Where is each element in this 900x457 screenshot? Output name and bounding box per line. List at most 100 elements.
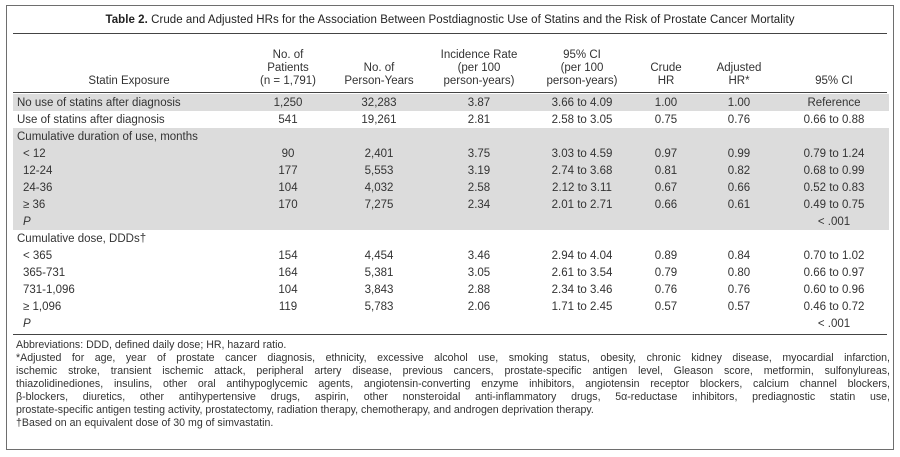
table-cell <box>633 213 699 230</box>
table-caption: Crude and Adjusted HRs for the Associati… <box>151 14 795 26</box>
table-row: ≥ 36 170 7,275 2.34 2.01 to 2.71 0.66 0.61 0.49… <box>13 196 889 213</box>
table-cell: 0.57 <box>727 300 751 313</box>
table-cell: 0.66 to 0.97 <box>803 266 865 279</box>
table-cell: 3.87 <box>427 94 531 111</box>
column-header-6: Adjusted HR* <box>716 62 762 87</box>
table-row: 365-731 164 5,381 3.05 2.61 to 3.54 0.79 0.80 0… <box>13 264 889 281</box>
table-cell: 177 <box>245 162 331 179</box>
row-label: P <box>23 317 31 330</box>
table-cell: Reference <box>779 94 889 111</box>
table-cell: 0.67 <box>633 179 699 196</box>
column-header-7: 95% CI <box>815 75 853 87</box>
table-cell <box>427 128 531 145</box>
table-cell: 1.71 to 2.45 <box>551 300 613 313</box>
table-cell: 0.57 <box>654 300 678 313</box>
table-cell: 4,454 <box>364 249 394 262</box>
table-row: 731-1,096 104 3,843 2.88 2.34 to 3.46 0.76 0.7… <box>13 281 889 298</box>
table-row: < 12 90 2,401 3.75 3.03 to 4.59 0.97 0.99 0.79 … <box>13 145 889 162</box>
table-cell: 3.66 to 4.09 <box>531 94 633 111</box>
table-cell: 2.94 to 4.04 <box>551 249 613 262</box>
table-cell: 4,032 <box>331 179 427 196</box>
column-header-5: Crude HR <box>650 62 682 87</box>
row-label: ≥ 36 <box>13 196 245 213</box>
data-table: No use of statins after diagnosis 1,250 32… <box>13 94 889 332</box>
table-row: ≥ 1,096 119 5,783 2.06 1.71 to 2.45 0.57 0.57 0… <box>13 298 889 315</box>
row-label: Cumulative duration of use, months <box>13 128 245 145</box>
table-cell: 2.34 <box>427 196 531 213</box>
table-cell <box>699 315 779 332</box>
table-cell: 2.34 to 3.46 <box>551 283 613 296</box>
table-cell: 154 <box>278 249 298 262</box>
adjusted-note-line: thiazolidinediones, insulins, other oral… <box>16 378 890 390</box>
table-cell: 0.84 <box>727 249 751 262</box>
table-row: < 365 154 4,454 3.46 2.94 to 4.04 0.89 0.84 0.7… <box>13 247 889 264</box>
row-label: 24-36 <box>13 179 245 196</box>
table-cell: 2.88 <box>467 283 491 296</box>
table-cell <box>531 128 633 145</box>
table-cell: 3.75 <box>427 145 531 162</box>
row-label: P <box>13 213 245 230</box>
abbreviations-note: Abbreviations: DDD, defined daily dose; … <box>16 339 287 351</box>
table-row: No use of statins after diagnosis 1,250 32… <box>13 94 889 111</box>
table-cell: 2.61 to 3.54 <box>551 266 613 279</box>
table-cell <box>633 128 699 145</box>
table-cell <box>331 230 427 247</box>
table-title: Table 2. Crude and Adjusted HRs for the … <box>7 14 893 26</box>
table-cell: 0.49 to 0.75 <box>779 196 889 213</box>
table-cell <box>427 315 531 332</box>
table-cell: 0.66 to 0.88 <box>803 113 865 126</box>
row-label: < 12 <box>13 145 245 162</box>
table-cell: 2.58 to 3.05 <box>551 113 613 126</box>
table-cell: 0.76 <box>727 113 751 126</box>
column-header-0: Statin Exposure <box>88 75 170 87</box>
table-cell: 2.12 to 3.11 <box>531 179 633 196</box>
table-cell: 3.46 <box>467 249 491 262</box>
table-cell <box>245 315 331 332</box>
column-header-4: 95% CI (per 100 person-years) <box>546 49 618 87</box>
table-cell: 104 <box>245 179 331 196</box>
table-cell <box>245 213 331 230</box>
row-label: 12-24 <box>13 162 245 179</box>
table-cell <box>427 230 531 247</box>
table-cell: 5,553 <box>331 162 427 179</box>
table-row: 12-24 177 5,553 3.19 2.74 to 3.68 0.81 0.82 0.6… <box>13 162 889 179</box>
bottom-rule <box>13 334 887 335</box>
table-cell: 0.82 <box>699 162 779 179</box>
table-cell: 1.00 <box>699 94 779 111</box>
table-cell <box>633 230 699 247</box>
table-cell: 0.76 <box>727 283 751 296</box>
table-cell <box>245 128 331 145</box>
table-cell: 0.79 to 1.24 <box>779 145 889 162</box>
header-rule <box>13 92 887 93</box>
table-cell <box>633 315 699 332</box>
table-cell: 2,401 <box>331 145 427 162</box>
table-cell: 19,261 <box>361 113 397 126</box>
table-cell <box>331 213 427 230</box>
table-cell: 3,843 <box>364 283 394 296</box>
table-number: Table 2. <box>105 14 148 26</box>
table-cell: 5,381 <box>364 266 394 279</box>
table-cell: 0.46 to 0.72 <box>803 300 865 313</box>
table-row: Use of statins after diagnosis 541 19,261 2… <box>13 111 889 128</box>
table-row: P < .001 <box>13 315 889 332</box>
table-cell <box>531 213 633 230</box>
table-cell: 2.58 <box>427 179 531 196</box>
table-cell: 32,283 <box>331 94 427 111</box>
row-label: Cumulative dose, DDDs† <box>17 232 147 245</box>
table-cell <box>531 315 633 332</box>
row-label: 731-1,096 <box>23 283 75 296</box>
row-label: Use of statins after diagnosis <box>17 113 165 126</box>
table-cell <box>331 128 427 145</box>
table-frame: Table 2. Crude and Adjusted HRs for the … <box>6 5 894 450</box>
table-cell: 170 <box>245 196 331 213</box>
table-cell: 0.61 <box>699 196 779 213</box>
adjusted-note-line: β-blockers, diuretics, other antihyperte… <box>16 391 890 403</box>
table-cell <box>699 213 779 230</box>
table-cell: 119 <box>278 300 298 313</box>
table-cell: 90 <box>245 145 331 162</box>
row-label: < 365 <box>23 249 53 262</box>
table-cell: 0.80 <box>727 266 751 279</box>
table-row: Cumulative dose, DDDs† <box>13 230 889 247</box>
table-row: 24-36 104 4,032 2.58 2.12 to 3.11 0.67 0.66 0.5… <box>13 179 889 196</box>
table-cell: 164 <box>278 266 298 279</box>
